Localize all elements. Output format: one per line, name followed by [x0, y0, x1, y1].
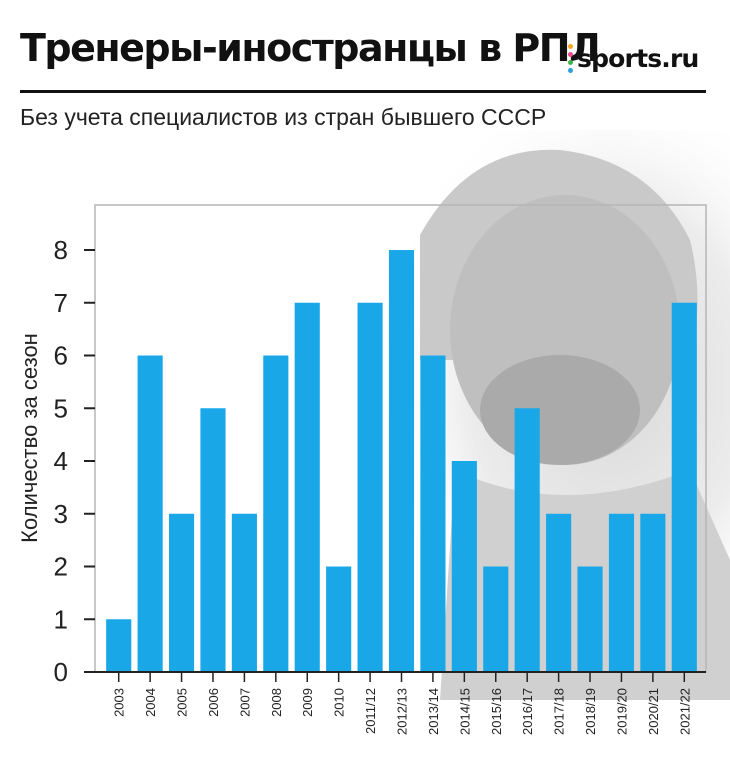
x-tick-label: 2019/20	[614, 688, 629, 735]
bar	[263, 355, 289, 672]
y-axis-label: Количество за сезон	[17, 333, 42, 543]
y-tick-label: 0	[54, 657, 68, 687]
brand-dot	[568, 59, 573, 65]
x-tick-label: 2003	[112, 688, 127, 717]
bar	[200, 408, 226, 672]
chart-title: Тренеры-иностранцы в РПЛ	[20, 26, 601, 70]
sports-ru-logo: sports.ru	[568, 40, 699, 76]
y-tick-label: 5	[54, 393, 68, 423]
brand-dot	[568, 51, 573, 57]
x-axis: 2003 2004 2005 2006 2007 2008 2009 2010 2011/12 2…	[112, 672, 692, 735]
y-tick-label: 6	[54, 341, 68, 371]
x-tick-label: 2015/16	[489, 688, 504, 735]
y-tick-label: 2	[54, 552, 68, 582]
bar	[608, 513, 635, 672]
x-tick-label: 2004	[143, 688, 158, 717]
x-tick-label: 2005	[175, 688, 190, 717]
x-tick-label: 2021/22	[677, 688, 692, 735]
bar	[451, 461, 477, 672]
x-tick-label: 2006	[206, 688, 221, 717]
bar	[388, 250, 415, 672]
y-tick-label: 4	[54, 446, 68, 476]
x-tick-label: 2020/21	[646, 688, 661, 735]
x-tick-label: 2008	[269, 688, 284, 717]
y-tick-label: 1	[54, 604, 68, 634]
chart-subtitle: Без учета специалистов из стран бывшего …	[20, 104, 547, 130]
x-tick-label: 2014/15	[457, 688, 472, 735]
bar	[231, 513, 257, 672]
bar	[640, 513, 666, 672]
y-tick-label: 7	[54, 288, 68, 318]
bar	[671, 302, 697, 672]
bar	[483, 566, 509, 672]
bar	[294, 302, 320, 672]
bar	[357, 302, 383, 672]
x-tick-label: 2011/12	[363, 688, 378, 734]
brand-name: sports.ru	[577, 43, 699, 73]
brand-dot	[568, 43, 573, 49]
x-tick-label: 2016/17	[520, 688, 535, 735]
y-tick-label: 3	[54, 499, 68, 529]
x-tick-label: 2010	[332, 688, 347, 717]
x-tick-label: 2013/14	[426, 688, 441, 735]
bar	[326, 566, 352, 672]
bar	[106, 619, 132, 672]
bars	[106, 250, 697, 672]
x-tick-label: 2009	[300, 688, 315, 717]
bar	[546, 513, 572, 672]
bar	[420, 355, 446, 672]
bar	[577, 566, 603, 672]
y-axis: 0 1 2 3 4 5 6 7 8	[54, 235, 95, 687]
brand-dot	[568, 67, 573, 73]
x-tick-label: 2017/18	[552, 688, 567, 735]
bar	[168, 513, 195, 672]
bar	[137, 355, 163, 672]
x-tick-label: 2007	[237, 688, 252, 717]
y-tick-label: 8	[54, 235, 68, 265]
bar	[514, 408, 540, 672]
x-tick-label: 2012/13	[395, 688, 410, 735]
brand-dots-icon	[568, 43, 573, 73]
x-tick-label: 2018/19	[583, 688, 598, 735]
title-divider	[20, 90, 706, 93]
